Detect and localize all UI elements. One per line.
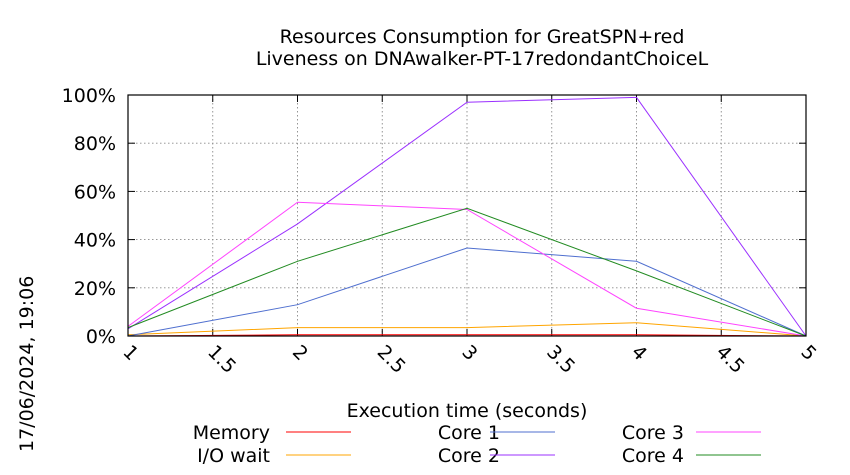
x-tick-label: 2 <box>288 341 312 365</box>
x-tick-label: 4.5 <box>712 341 749 378</box>
y-tick-label: 20% <box>74 278 116 300</box>
chart-title-line-1: Resources Consumption for GreatSPN+red <box>280 26 685 48</box>
plot-frame <box>127 94 807 337</box>
x-tick-label: 1.5 <box>203 341 240 378</box>
chart-title-line-2: Liveness on DNAwalker-PT-17redondantChoi… <box>256 48 709 70</box>
legend-label-core-2: Core 2 <box>438 445 500 467</box>
series-line-core-4 <box>127 207 807 337</box>
series-line-memory <box>127 334 807 337</box>
series-line-i-o-wait <box>127 322 807 337</box>
legend-label-core-1: Core 1 <box>438 422 500 444</box>
y-tick-label: 100% <box>62 85 116 107</box>
x-tick-label: 2.5 <box>373 341 410 378</box>
y-tick-label: 60% <box>74 181 116 203</box>
y-tick-label: 80% <box>74 133 116 155</box>
timestamp: 17/06/2024, 19:06 <box>16 276 38 452</box>
x-tick-label: 3.5 <box>542 341 579 378</box>
series-lines <box>127 96 807 337</box>
x-tick-label: 4 <box>627 341 651 365</box>
series-line-core-2 <box>127 96 807 337</box>
legend-label-memory: Memory <box>193 422 270 444</box>
x-tick-label: 3 <box>457 341 481 365</box>
y-tick-label: 40% <box>74 230 116 252</box>
series-line-core-3 <box>127 201 807 337</box>
x-tick-label: 5 <box>796 341 820 365</box>
legend-label-i-o-wait: I/O wait <box>197 445 270 467</box>
grid <box>128 95 806 336</box>
x-axis-label: Execution time (seconds) <box>347 400 588 422</box>
y-axis-ticks: 0% 20% 40% 60% 80% 100% <box>62 85 806 348</box>
x-tick-label: 1 <box>118 341 142 365</box>
series-line-core-1 <box>127 247 807 337</box>
legend-label-core-4: Core 4 <box>622 445 684 467</box>
y-tick-label: 0% <box>86 326 116 348</box>
legend-label-core-3: Core 3 <box>622 422 684 444</box>
